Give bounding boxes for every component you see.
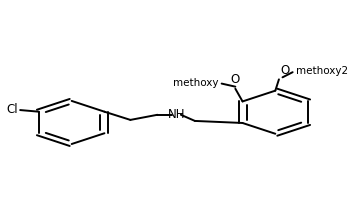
Text: NH: NH [167, 108, 185, 121]
Text: methoxy2: methoxy2 [296, 66, 348, 76]
Text: O: O [231, 73, 240, 86]
Text: Cl: Cl [7, 103, 18, 116]
Text: O: O [281, 64, 290, 77]
Text: methoxy: methoxy [173, 78, 218, 88]
